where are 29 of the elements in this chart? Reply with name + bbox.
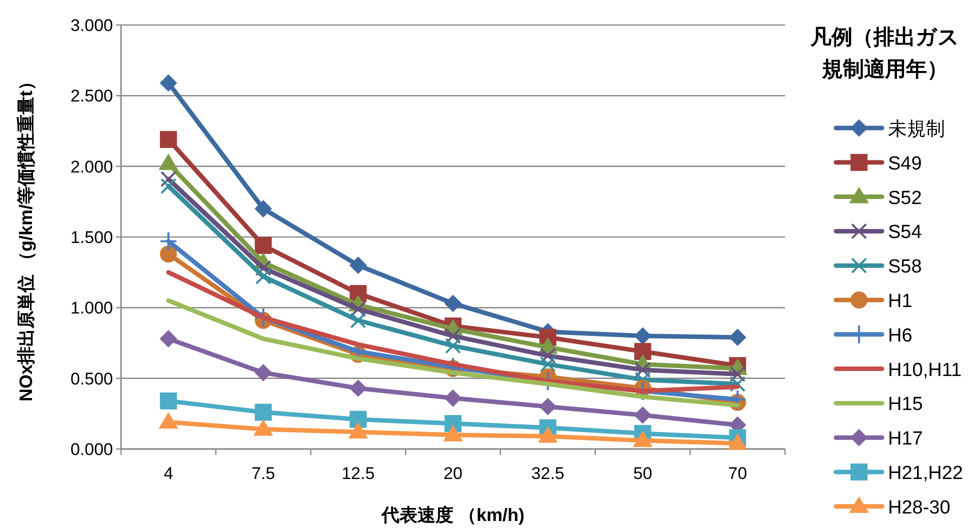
legend-label: H1 xyxy=(888,291,912,312)
legend-label: H28-30 xyxy=(888,497,950,518)
y-tick-label: 2.000 xyxy=(70,157,113,176)
x-tick-label: 20 xyxy=(444,464,462,483)
x-tick-label: 7.5 xyxy=(251,464,276,483)
legend-title: 凡例（排出ガス規制適用年） xyxy=(809,25,960,83)
y-tick-label: 2.500 xyxy=(70,86,113,106)
legend-label: 未規制 xyxy=(888,119,945,140)
legend-label: H10,H11 xyxy=(888,360,962,381)
x-tick-label: 32.5 xyxy=(531,464,564,483)
x-tick-label: 50 xyxy=(633,464,652,483)
x-tick-label: 70 xyxy=(728,464,748,483)
legend-label: S49 xyxy=(888,153,922,174)
y-tick-label: 3.000 xyxy=(70,16,113,35)
legend-label: H21,H22 xyxy=(888,463,963,484)
legend-label: S54 xyxy=(888,222,922,244)
y-tick-label: 1.000 xyxy=(70,298,113,318)
legend-label: S58 xyxy=(888,256,922,278)
legend-label: H17 xyxy=(888,428,923,450)
legend-label: H6 xyxy=(888,325,912,346)
x-axis-title: 代表速度 （km/h) xyxy=(380,505,525,525)
y-tick-label: 0.500 xyxy=(70,369,113,388)
x-tick-label: 12.5 xyxy=(342,464,375,483)
y-axis-title: NOx排出原単位 （g/km/等価慣性重量t） xyxy=(16,72,36,402)
legend-label: H15 xyxy=(888,394,923,416)
y-tick-label: 0.000 xyxy=(70,440,113,459)
y-tick-label: 1.500 xyxy=(70,228,113,247)
legend-label: S52 xyxy=(888,188,922,209)
x-tick-label: 4 xyxy=(164,464,174,483)
